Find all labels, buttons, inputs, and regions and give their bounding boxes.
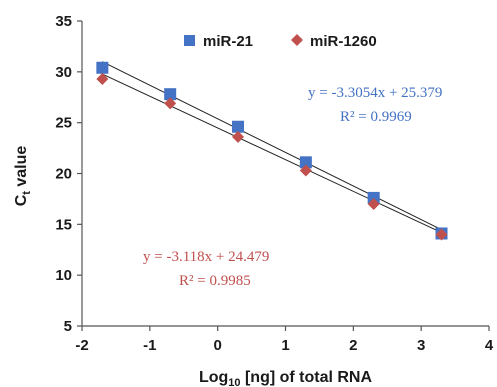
data-point-mir-1260 (367, 198, 380, 210)
y-axis-title-sub: t (21, 191, 33, 195)
y-tick-label: 5 (64, 318, 72, 335)
data-point-mir-21 (232, 120, 245, 133)
data-point-mir-21 (96, 61, 109, 74)
legend-label-mir-1260: miR-1260 (310, 33, 377, 50)
y-axis-title-rest: value (13, 146, 30, 191)
x-tick-label: 2 (349, 337, 357, 354)
r2-mir-21: R² = 0.9969 (340, 109, 412, 125)
equation-mir-1260: y = -3.118x + 24.479 (143, 249, 269, 265)
x-axis-title-main: Log (199, 369, 228, 386)
y-tick-label: 10 (55, 267, 72, 284)
x-tick-label: 4 (485, 337, 494, 354)
y-tick-label: 25 (55, 115, 72, 132)
x-tick-label: 1 (281, 337, 289, 354)
x-axis-ticks: -2 -1 0 1 2 3 4 (75, 326, 494, 354)
y-tick-label: 35 (55, 13, 72, 30)
y-axis-title-main: C (13, 194, 30, 206)
x-axis-title-sub: 10 (228, 377, 240, 387)
data-point-mir-21 (299, 156, 312, 169)
data-point-mir-21 (367, 191, 380, 204)
y-tick-label: 30 (55, 64, 72, 81)
legend-marker-mir-1260 (291, 34, 303, 46)
legend-marker-mir-21 (184, 35, 195, 46)
data-point-mir-1260 (164, 97, 177, 110)
y-tick-label: 20 (55, 166, 72, 183)
y-axis-ticks: 5 10 15 20 25 30 35 (55, 13, 82, 335)
x-axis-title: Log10 [ng] of total RNA (199, 369, 373, 387)
data-point-mir-1260 (232, 130, 245, 143)
x-axis-title-rest: [ng] of total RNA (241, 369, 373, 386)
r2-mir-1260: R² = 0.9985 (179, 273, 251, 289)
data-point-mir-1260 (299, 164, 312, 177)
x-tick-label: 0 (213, 337, 221, 354)
data-point-mir-1260 (435, 228, 448, 241)
x-tick-label: -1 (143, 337, 156, 354)
data-points (96, 61, 448, 241)
x-tick-label: -2 (75, 337, 88, 354)
legend: miR-21 miR-1260 (184, 33, 377, 50)
trendline-1 (102, 73, 442, 234)
data-point-mir-1260 (96, 72, 109, 85)
y-tick-label: 15 (55, 216, 72, 233)
equation-mir-21: y = -3.3054x + 25.379 (308, 85, 442, 101)
plot-area (81, 21, 489, 327)
y-axis-title: Ct value (13, 146, 33, 207)
trendline-0 (102, 61, 442, 231)
x-tick-label: 3 (417, 337, 425, 354)
trendlines (102, 61, 442, 234)
data-point-mir-21 (164, 88, 177, 101)
legend-label-mir-21: miR-21 (203, 33, 253, 50)
